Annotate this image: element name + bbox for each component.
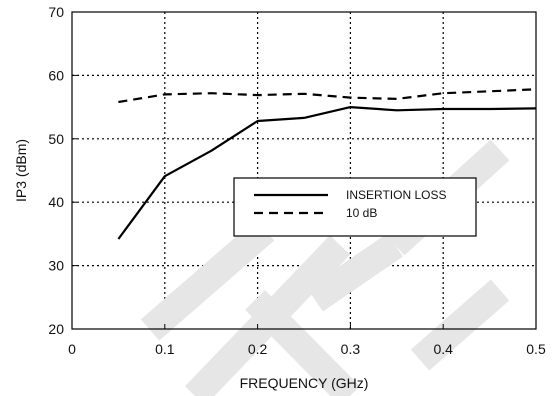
watermark-stroke-2 <box>245 290 360 396</box>
x-axis-title: FREQUENCY (GHz) <box>240 375 369 391</box>
watermark-stroke-0 <box>140 219 275 341</box>
y-tick-label-2: 40 <box>48 194 64 210</box>
x-tick-label-5: 0.5 <box>526 341 546 357</box>
legend-box <box>233 177 477 237</box>
y-tick-label-1: 30 <box>48 258 64 274</box>
legend-label-1: 10 dB <box>346 206 377 220</box>
x-tick-label-0: 0 <box>68 341 76 357</box>
series-layer <box>117 88 537 240</box>
axis-ticks: 0 0.1 0.2 0.3 0.4 0.5 20 30 40 50 60 70 <box>48 4 546 357</box>
x-tick-label-2: 0.2 <box>248 341 268 357</box>
plot-frame <box>71 11 537 330</box>
y-tick-label-4: 60 <box>48 67 64 83</box>
x-tick-label-1: 0.1 <box>155 341 175 357</box>
legend: INSERTION LOSS 10 dB <box>233 177 477 237</box>
y-tick-label-0: 20 <box>48 321 64 337</box>
y-tick-label-3: 50 <box>48 131 64 147</box>
y-axis-title: IP3 (dBm) <box>13 139 29 202</box>
watermark-stroke-3 <box>307 233 403 312</box>
series-line-0 <box>117 105 537 240</box>
x-tick-label-3: 0.3 <box>341 341 361 357</box>
legend-label-0: INSERTION LOSS <box>346 188 446 202</box>
series-line-1 <box>118 88 537 104</box>
watermark-stroke-5 <box>410 279 510 371</box>
y-tick-label-5: 70 <box>48 4 64 20</box>
x-tick-label-4: 0.4 <box>433 341 453 357</box>
